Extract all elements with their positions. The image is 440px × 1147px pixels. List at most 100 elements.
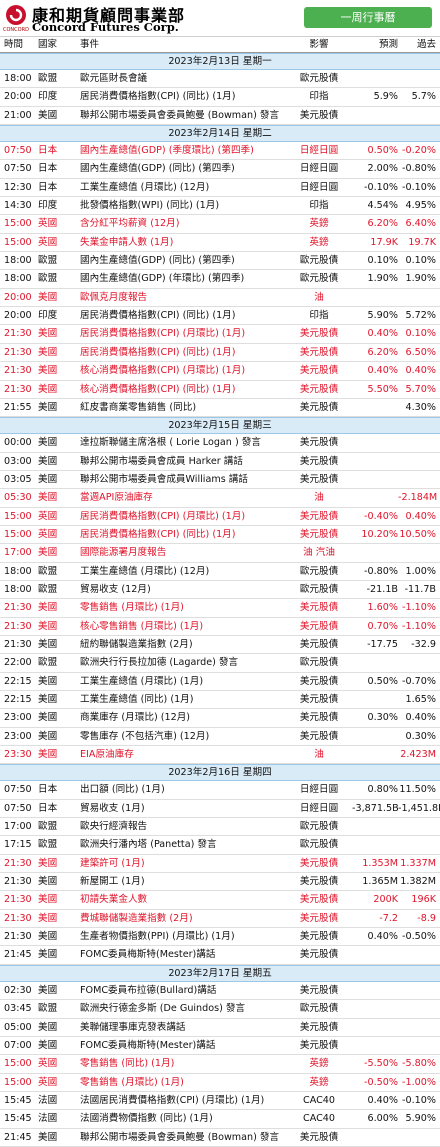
event-time: 07:50 [4,802,32,814]
table-row: 21:30 美國 核心零售銷售 (月環比) (1月) 美元股債 0.70% -1.10% [0,618,440,636]
event-country: 歐盟 [38,821,58,833]
event-forecast [352,746,398,763]
event-previous: -1.00% [402,1076,436,1088]
event-forecast: -3,871.5B [352,802,399,814]
event-forecast: 0.30% [367,712,398,724]
event-impact: 美元股債 [299,510,339,522]
event-country: 美國 [38,712,58,724]
event-country: 歐盟 [38,657,58,669]
event-previous [398,946,440,963]
table-row: 15:00 英國 零售銷售 (同比) (1月) 英鎊 -5.50% -5.80% [0,1055,440,1074]
event-impact: 美元股債 [299,383,339,395]
event-forecast: 2.00% [367,163,398,175]
table-row: 17:15 歐盟 歐洲央行潘內塔 (Panetta) 發言 歐元股債 [0,836,440,855]
event-time: 21:30 [4,602,32,614]
event-forecast: 0.70% [367,620,398,632]
event-impact: 油 汽油 [303,547,335,559]
event-impact: 美元股債 [299,1039,339,1051]
event-country: 美國 [38,949,58,961]
event-forecast: -21.1B [366,583,398,595]
event-name: 初請失業金人數 [80,894,148,906]
event-previous: -32.9 [411,638,436,650]
event-time: 07:50 [4,784,32,796]
event-country: 美國 [38,857,58,869]
event-previous [398,471,440,488]
event-impact: 美元股債 [299,346,339,358]
page-header: 康和期貨顧問事業部 Concord Futures Corp. CONCORD … [0,0,440,37]
event-country: 美國 [38,730,58,742]
event-time: 21:30 [4,620,32,632]
event-forecast [352,728,398,745]
event-impact: 美元股債 [299,675,339,687]
event-name: 達拉斯聯儲主席洛根 ( Lorie Logan ) 發言 [80,437,261,449]
event-previous: 196K [411,894,436,906]
table-row: 20:00 美國 歐佩克月度報告 油 [0,289,440,308]
event-country: 美國 [38,602,58,614]
event-name: 零售銷售 (月環比) (1月) [80,1076,184,1088]
event-time: 03:05 [4,473,32,485]
event-time: 15:45 [4,1113,32,1125]
event-name: 工業生產總值 (月環比) (12月) [80,565,210,577]
event-impact: 美元股債 [299,602,339,614]
event-previous [398,289,440,306]
event-impact: 歐元股債 [299,565,339,577]
event-previous: -1,451.8B [398,802,440,814]
col-event: 事件 [80,39,100,50]
table-row: 14:30 印度 批發價格指數(WPI) (同比) (1月) 印指 4.54% 4.95% [0,197,440,216]
event-forecast: 0.40% [367,365,398,377]
day-header: 2023年2月16日 星期四 [0,764,440,782]
event-time: 20:00 [4,291,32,303]
table-row: 12:30 日本 工業生產總值 (月環比) (12月) 日經日圓 -0.10% -0.10… [0,179,440,198]
event-time: 20:00 [4,310,32,322]
event-name: 核心零售銷售 (月環比) (1月) [80,620,204,632]
event-impact: 美元股債 [299,712,339,724]
event-impact: 美元股債 [299,984,339,996]
event-name: 居民消費價格指數(CPI) (同比) (1月) [80,346,236,358]
event-impact: 日經日圓 [299,145,339,157]
event-name: FOMC委員梅斯特(Mester)講話 [80,949,216,961]
table-row: 18:00 歐盟 歐元區財長會議 歐元股債 [0,70,440,89]
event-impact: 美元股債 [299,894,339,906]
event-name: 國內生產總值(GDP) (年環比) (第四季) [80,273,245,285]
event-impact: 美元股債 [299,730,339,742]
event-previous: 5.90% [405,1113,436,1125]
event-time: 05:30 [4,492,32,504]
event-impact: 美元股債 [299,694,339,705]
table-row: 18:00 歐盟 國內生產總值(GDP) (同比) (第四季) 歐元股債 0.10% 0.… [0,252,440,271]
event-name: 歐元區財長會議 [80,73,148,84]
event-forecast: 0.80% [367,784,398,796]
event-impact: 美元股債 [299,949,339,961]
table-row: 05:00 美國 美聯儲理事庫克發表講話 美元股債 [0,1019,440,1037]
event-previous: 1.90% [405,273,436,285]
event-previous: -0.80% [402,163,436,175]
event-time: 21:30 [4,876,32,888]
event-impact: 日經日圓 [299,802,339,814]
day-header: 2023年2月17日 星期五 [0,964,440,982]
event-name: 歐央行經濟報告 [80,821,148,833]
event-country: 美國 [38,749,58,761]
event-previous [398,453,440,470]
event-forecast: -5.50% [364,1058,398,1070]
event-country: 歐盟 [38,565,58,577]
event-impact: 美元股債 [299,455,339,467]
event-name: 歐佩克月度報告 [80,291,148,303]
event-country: 日本 [38,163,58,175]
event-forecast: 6.20% [367,346,398,358]
event-previous: -0.70% [402,675,436,687]
event-impact: 日經日圓 [299,784,339,796]
event-time: 14:30 [4,200,32,212]
event-forecast [352,1000,398,1017]
event-time: 21:30 [4,383,32,395]
event-time: 15:00 [4,528,32,540]
event-impact: 美元股債 [299,638,339,650]
event-forecast: 17.9K [370,236,398,248]
table-row: 07:50 日本 貿易收支 (1月) 日經日圓 -3,871.5B-1,451.8B [0,800,440,819]
table-row: 22:00 歐盟 歐洲央行行長拉加德 (Lagarde) 發言 歐元股債 [0,654,440,673]
event-previous: 0.40% [405,712,436,724]
event-name: 居民消費價格指數(CPI) (同比) (1月) [80,91,236,103]
event-previous [398,1000,440,1017]
calendar-table: 2023年2月13日 星期一 18:00 歐盟 歐元區財長會議 歐元股債 20:00 印度居… [0,53,440,1147]
event-previous [398,544,440,561]
table-row: 21:00 美國 聯邦公開市場委員會委員鮑曼 (Bowman) 發言 美元股債 [0,107,440,126]
event-country: 美國 [38,912,58,924]
